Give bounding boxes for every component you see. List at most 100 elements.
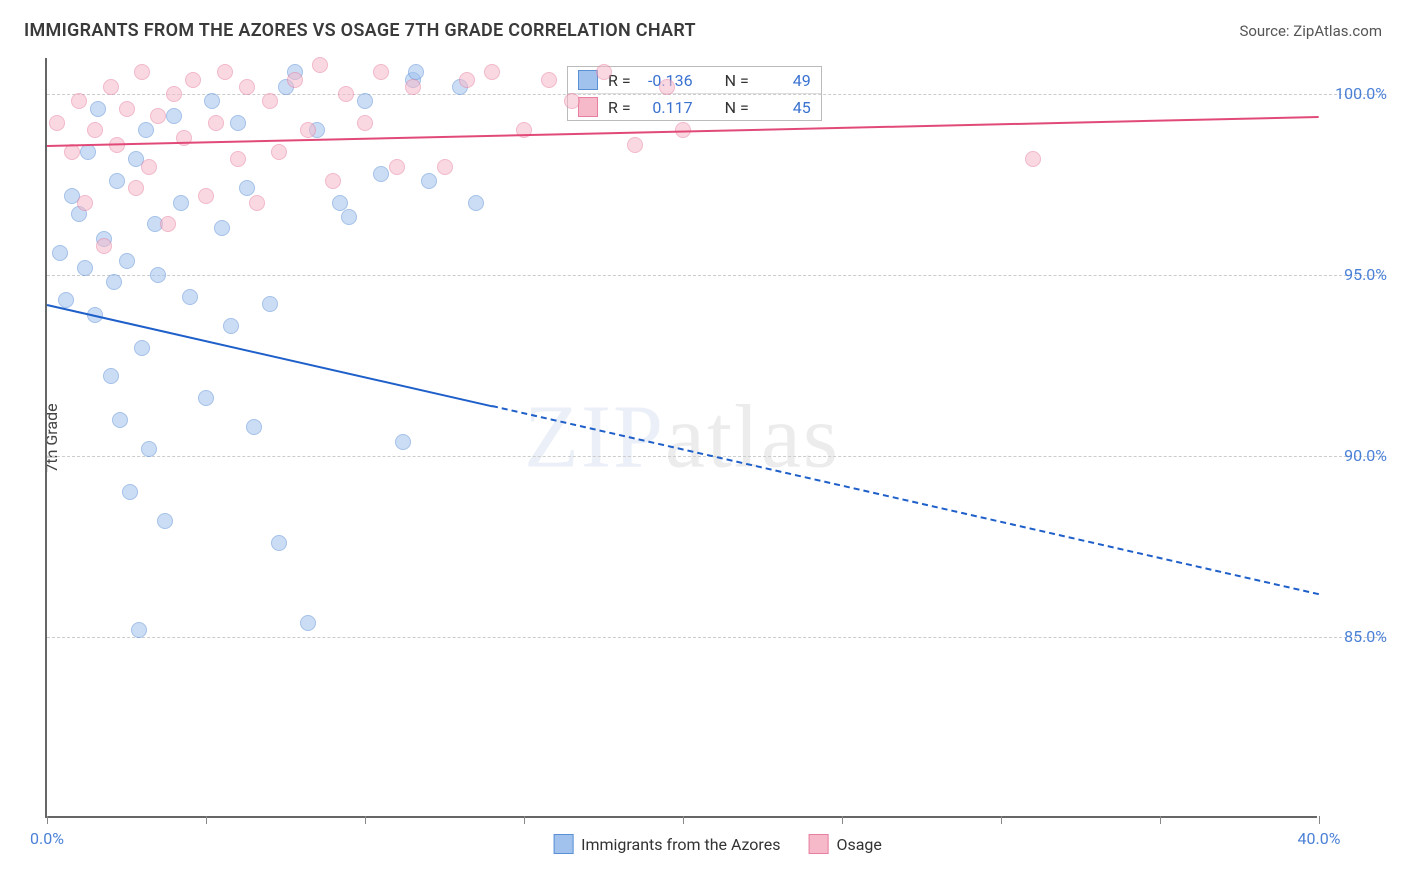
data-point xyxy=(131,622,147,638)
data-point xyxy=(109,173,125,189)
legend-item: Osage xyxy=(808,834,881,854)
regression-line xyxy=(47,304,493,407)
data-point xyxy=(564,93,580,109)
source-attribution: Source: ZipAtlas.com xyxy=(1239,22,1382,40)
data-point xyxy=(596,64,612,80)
data-point xyxy=(173,195,189,211)
data-point xyxy=(52,245,68,261)
x-tick xyxy=(365,816,366,824)
x-tick xyxy=(1001,816,1002,824)
gridline-horizontal xyxy=(47,275,1382,276)
data-point xyxy=(182,289,198,305)
data-point xyxy=(389,159,405,175)
gridline-horizontal xyxy=(47,637,1382,638)
data-point xyxy=(338,86,354,102)
data-point xyxy=(128,180,144,196)
data-point xyxy=(90,101,106,117)
x-tick xyxy=(842,816,843,824)
stat-r-label: R = xyxy=(608,98,631,117)
data-point xyxy=(541,72,557,88)
data-point xyxy=(262,296,278,312)
data-point xyxy=(166,108,182,124)
data-point xyxy=(134,64,150,80)
x-tick xyxy=(524,816,525,824)
y-tick-label: 85.0% xyxy=(1327,627,1387,646)
data-point xyxy=(484,64,500,80)
stats-row: R = 0.117 N = 45 xyxy=(568,94,821,120)
data-point xyxy=(357,93,373,109)
data-point xyxy=(198,390,214,406)
source-name: ZipAtlas.com xyxy=(1293,22,1382,40)
watermark-bold: ZIP xyxy=(524,388,665,487)
regression-line xyxy=(492,405,1319,595)
data-point xyxy=(249,195,265,211)
data-point xyxy=(71,93,87,109)
data-point xyxy=(160,216,176,232)
y-tick-label: 95.0% xyxy=(1327,265,1387,284)
data-point xyxy=(246,419,262,435)
chart-header: IMMIGRANTS FROM THE AZORES VS OSAGE 7TH … xyxy=(0,0,1406,49)
data-point xyxy=(214,220,230,236)
data-point xyxy=(208,115,224,131)
stat-n-label: N = xyxy=(725,98,749,117)
data-point xyxy=(166,86,182,102)
data-point xyxy=(119,253,135,269)
data-point xyxy=(459,72,475,88)
x-tick-label: 0.0% xyxy=(30,829,64,848)
stat-n-value: 45 xyxy=(759,98,811,117)
data-point xyxy=(112,412,128,428)
data-point xyxy=(287,72,303,88)
x-tick xyxy=(1319,816,1320,824)
y-tick-label: 100.0% xyxy=(1327,84,1387,103)
data-point xyxy=(659,79,675,95)
data-point xyxy=(271,144,287,160)
data-point xyxy=(437,159,453,175)
data-point xyxy=(373,166,389,182)
data-point xyxy=(204,93,220,109)
data-point xyxy=(627,137,643,153)
data-point xyxy=(421,173,437,189)
source-label: Source: xyxy=(1239,22,1293,40)
data-point xyxy=(357,115,373,131)
data-point xyxy=(300,122,316,138)
data-point xyxy=(141,159,157,175)
x-tick-label: 40.0% xyxy=(1298,829,1341,848)
data-point xyxy=(80,144,96,160)
data-point xyxy=(230,115,246,131)
data-point xyxy=(1025,151,1041,167)
stat-r-value: 0.117 xyxy=(641,98,693,117)
plot-container: 7th Grade ZIPatlas R =-0.136N =49R =0.11… xyxy=(45,58,1390,818)
data-point xyxy=(230,151,246,167)
legend-swatch xyxy=(553,834,573,854)
data-point xyxy=(405,79,421,95)
data-point xyxy=(77,195,93,211)
data-point xyxy=(223,318,239,334)
series-swatch xyxy=(578,97,598,117)
data-point xyxy=(138,122,154,138)
data-point xyxy=(49,115,65,131)
plot-area: ZIPatlas R =-0.136N =49R =0.117N =45 85.… xyxy=(45,58,1317,818)
data-point xyxy=(134,340,150,356)
data-point xyxy=(312,57,328,73)
data-point xyxy=(150,267,166,283)
legend-label: Immigrants from the Azores xyxy=(581,835,780,854)
y-tick-label: 90.0% xyxy=(1327,446,1387,465)
data-point xyxy=(325,173,341,189)
legend-item: Immigrants from the Azores xyxy=(553,834,780,854)
x-tick xyxy=(683,816,684,824)
data-point xyxy=(341,209,357,225)
data-point xyxy=(119,101,135,117)
data-point xyxy=(141,441,157,457)
data-point xyxy=(77,260,93,276)
data-point xyxy=(122,484,138,500)
watermark-thin: atlas xyxy=(665,388,840,487)
data-point xyxy=(300,615,316,631)
data-point xyxy=(96,238,112,254)
data-point xyxy=(408,64,424,80)
data-point xyxy=(271,535,287,551)
data-point xyxy=(468,195,484,211)
stat-n-value: 49 xyxy=(759,71,811,90)
data-point xyxy=(103,368,119,384)
data-point xyxy=(217,64,233,80)
chart-title: IMMIGRANTS FROM THE AZORES VS OSAGE 7TH … xyxy=(24,20,696,41)
